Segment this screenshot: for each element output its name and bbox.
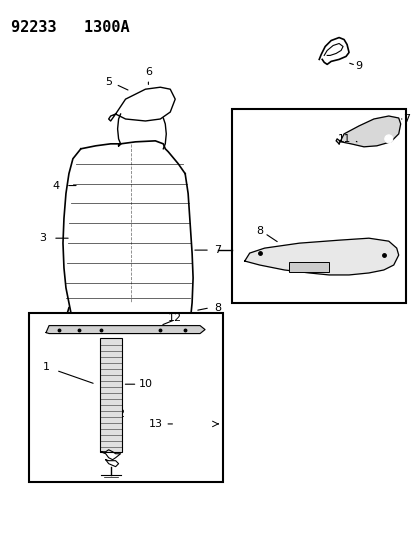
Text: 11: 11: [337, 134, 350, 144]
Text: 8: 8: [256, 226, 263, 236]
Text: 4: 4: [52, 181, 59, 190]
Polygon shape: [244, 238, 398, 275]
Text: 1: 1: [43, 362, 50, 373]
Text: 7: 7: [402, 114, 409, 124]
Bar: [231, 109, 405, 303]
Text: 7: 7: [214, 245, 221, 255]
Text: 9: 9: [354, 61, 362, 71]
Text: 12: 12: [168, 313, 182, 322]
Polygon shape: [46, 326, 204, 334]
Bar: [29, 313, 222, 481]
Text: 2: 2: [117, 409, 124, 419]
Text: 6: 6: [145, 67, 152, 77]
Text: 8: 8: [214, 303, 221, 313]
Text: 10: 10: [138, 379, 152, 389]
Text: 5: 5: [105, 77, 112, 87]
Bar: [100, 337, 121, 452]
Text: 3: 3: [40, 233, 47, 243]
Polygon shape: [335, 116, 400, 147]
Bar: [289, 262, 328, 272]
Text: 13: 13: [148, 419, 162, 429]
Circle shape: [384, 135, 392, 143]
Text: 92233   1300A: 92233 1300A: [11, 20, 130, 35]
